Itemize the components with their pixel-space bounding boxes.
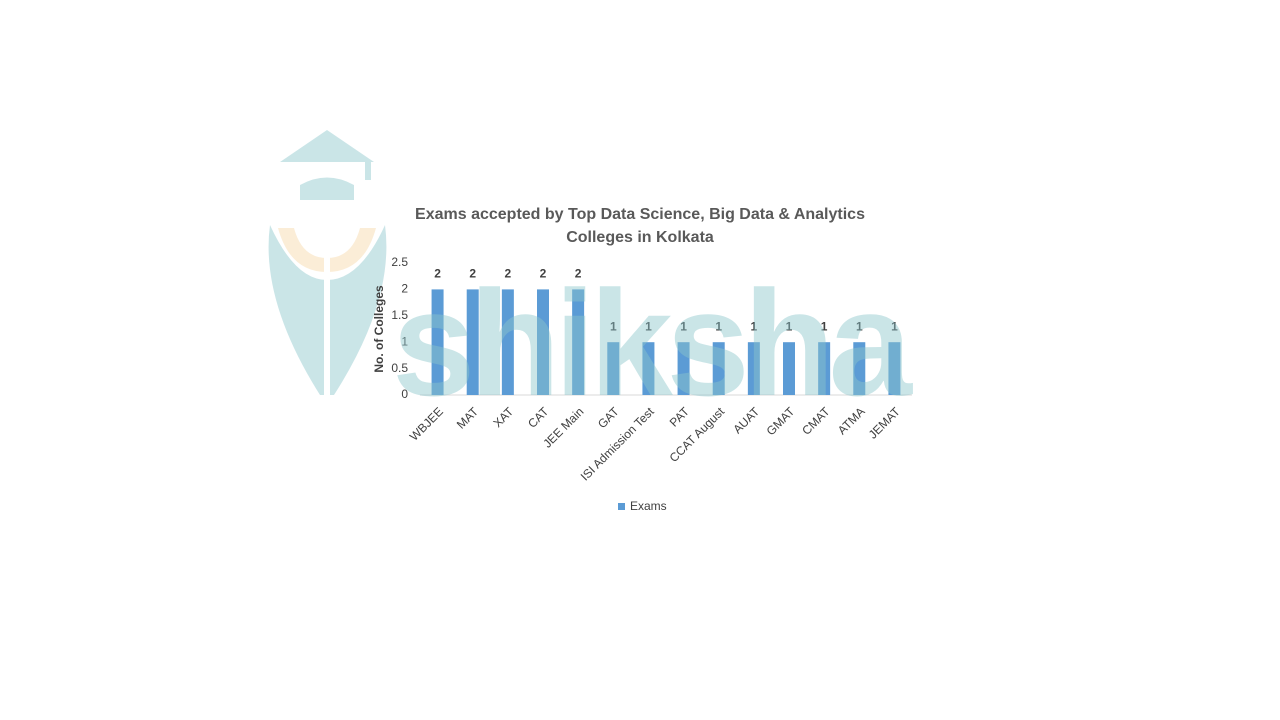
watermark: shiksha <box>392 259 914 427</box>
y-tick-label: 2.5 <box>391 255 408 269</box>
bar <box>712 342 725 395</box>
y-tick-label: 2 <box>401 282 408 296</box>
bar <box>431 289 444 395</box>
y-axis-label: No. of Colleges <box>372 285 386 373</box>
logo <box>268 130 387 396</box>
value-label: 2 <box>575 267 582 281</box>
value-label: 1 <box>891 319 898 333</box>
bar <box>466 289 479 395</box>
value-label: 1 <box>821 319 828 333</box>
y-tick-label: 1 <box>401 334 408 348</box>
value-label: 1 <box>751 319 758 333</box>
value-label: 2 <box>434 267 441 281</box>
y-tick-label: 0 <box>401 387 408 401</box>
bar <box>818 342 831 395</box>
value-label: 1 <box>610 319 617 333</box>
value-label: 1 <box>645 319 652 333</box>
bar <box>537 289 549 395</box>
value-label: 1 <box>856 319 863 333</box>
bar <box>572 289 585 395</box>
bar <box>607 342 620 395</box>
bar <box>783 342 795 395</box>
legend-swatch <box>618 503 625 510</box>
y-tick-label: 1.5 <box>391 308 408 322</box>
bar <box>677 342 690 395</box>
bar <box>888 342 901 395</box>
bar <box>747 342 760 395</box>
bar <box>642 342 655 395</box>
chart-title: Exams accepted by Top Data Science, Big … <box>415 206 865 246</box>
bar <box>853 342 866 395</box>
value-label: 2 <box>505 267 512 281</box>
value-label: 2 <box>540 267 547 281</box>
legend-label: Exams <box>630 499 667 513</box>
value-label: 1 <box>715 319 722 333</box>
bar <box>501 289 514 395</box>
value-label: 1 <box>680 319 687 333</box>
y-tick-label: 0.5 <box>391 361 408 375</box>
value-label: 1 <box>786 319 793 333</box>
value-label: 2 <box>469 267 476 281</box>
